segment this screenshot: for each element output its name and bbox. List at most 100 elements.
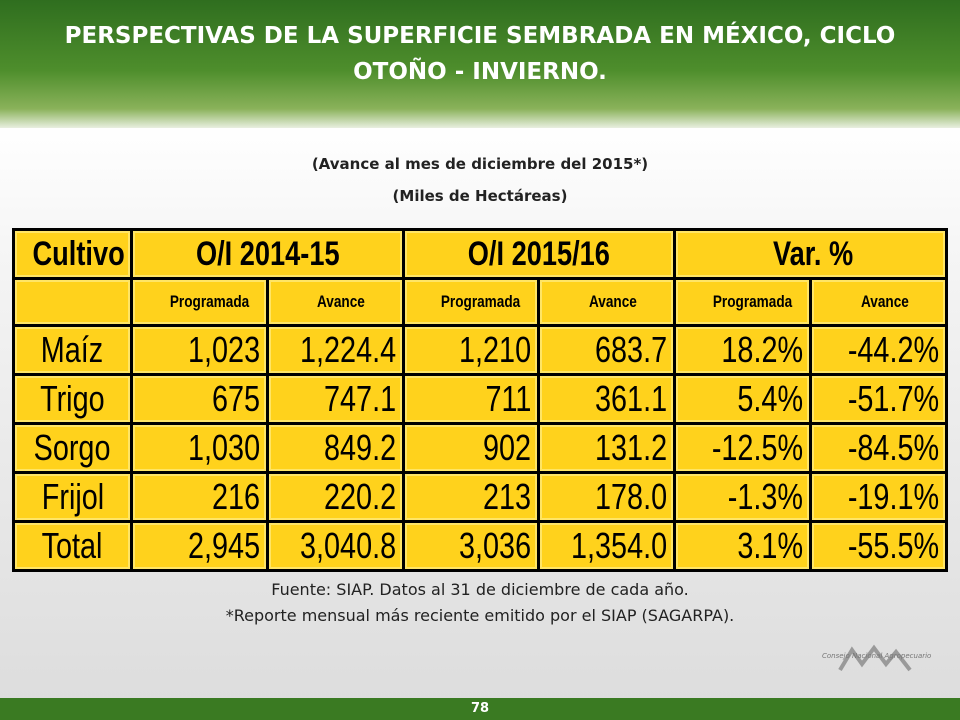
cell-text: 902 [483, 427, 532, 468]
cell-text: O/I 2014-15 [195, 234, 340, 273]
cell-text: 3,040.8 [299, 525, 396, 566]
cell-text: 711 [485, 378, 532, 419]
value-cell: 747.1 [268, 376, 402, 422]
value-cell: -51.7% [812, 376, 945, 422]
value-cell: 711 [404, 376, 538, 422]
value-cell: 849.2 [268, 425, 402, 471]
cell-text: Sorgo [34, 427, 111, 468]
value-cell: 2,945 [133, 523, 266, 569]
cell-text: 683.7 [595, 329, 668, 370]
cell-text: 131.2 [595, 427, 668, 468]
sub-header: Avance [268, 280, 402, 324]
cell-text: 361.1 [595, 378, 668, 419]
value-cell: -12.5% [676, 425, 810, 471]
cell-text: 213 [483, 476, 532, 517]
data-row: Frijol 216 220.2 213 178.0 -1.3% -19.1% [15, 474, 945, 520]
value-cell: 220.2 [268, 474, 402, 520]
sub-header-row: Programada Avance Programada Avance Programa… [15, 280, 945, 324]
value-cell: 675 [133, 376, 266, 422]
sub-header: Programada [676, 280, 810, 324]
subtitle: (Avance al mes de diciembre del 2015*) [311, 155, 649, 173]
value-cell: 131.2 [540, 425, 674, 471]
cell-text: Programada [441, 292, 521, 311]
cell-text: 849.2 [323, 427, 396, 468]
data-row: Sorgo 1,030 849.2 902 131.2 -12.5% -84.5% [15, 425, 945, 471]
footnote: Fuente: SIAP. Datos al 31 de diciembre d… [271, 580, 689, 599]
cell-text: -51.7% [847, 378, 939, 419]
data-row: Trigo 675 747.1 711 361.1 5.4% -51.7% [15, 376, 945, 422]
cell-text: 18.2% [721, 329, 804, 370]
title: PERSPECTIVAS DE LA SUPERFICIE SEMBRADA E… [64, 23, 896, 85]
cell-text: O/I 2015/16 [467, 234, 611, 273]
cell-text: Avance [860, 292, 909, 311]
group-header: O/I 2014-15 [133, 231, 402, 277]
data-table: Cultivo O/I 2014-15 O/I 2015/16 Var. % Progr… [12, 228, 948, 572]
crop-cell: Sorgo [15, 425, 130, 471]
footnote: *Reporte mensual más reciente emitido po… [225, 606, 735, 625]
empty-cell [15, 280, 130, 324]
value-cell: 216 [133, 474, 266, 520]
cell-text: -55.5% [847, 525, 939, 566]
cell-text: Avance [317, 292, 366, 311]
cell-text: Total [42, 525, 103, 566]
header-band [0, 0, 960, 128]
cell-text: 747.1 [323, 378, 396, 419]
cell-text: Programada [712, 292, 793, 311]
crop-cell: Total [15, 523, 130, 569]
cell-text: Var. % [772, 234, 853, 273]
cell-text: Trigo [40, 378, 105, 419]
group-header: Cultivo [15, 231, 130, 277]
cell-text: 3,036 [459, 525, 532, 566]
value-cell: 1,210 [404, 327, 538, 373]
cell-text: Frijol [41, 476, 104, 517]
value-cell: 1,023 [133, 327, 266, 373]
cell-text: -19.1% [847, 476, 939, 517]
sub-header: Avance [540, 280, 674, 324]
cell-text: 2,945 [187, 525, 260, 566]
cell-text: 216 [211, 476, 260, 517]
cell-text: -44.2% [847, 329, 939, 370]
cell-text: Avance [588, 292, 637, 311]
value-cell: 3,040.8 [268, 523, 402, 569]
value-cell: -55.5% [812, 523, 945, 569]
cell-text: -12.5% [711, 427, 804, 468]
cell-text: Maíz [41, 329, 104, 370]
sub-header: Programada [133, 280, 266, 324]
value-cell: -44.2% [812, 327, 945, 373]
cell-text: -1.3% [727, 476, 804, 517]
group-header: Var. % [676, 231, 945, 277]
cell-text: 1,210 [459, 329, 532, 370]
logo [838, 644, 912, 672]
value-cell: 178.0 [540, 474, 674, 520]
value-cell: -84.5% [812, 425, 945, 471]
crop-cell: Maíz [15, 327, 130, 373]
cell-text: 1,354.0 [571, 525, 668, 566]
group-header: O/I 2015/16 [404, 231, 674, 277]
value-cell: 3,036 [404, 523, 538, 569]
cell-text: 1,023 [187, 329, 260, 370]
cell-text: 5.4% [737, 378, 804, 419]
value-cell: -19.1% [812, 474, 945, 520]
value-cell: -1.3% [676, 474, 810, 520]
sub-header: Programada [404, 280, 538, 324]
value-cell: 1,354.0 [540, 523, 674, 569]
group-header-row: Cultivo O/I 2014-15 O/I 2015/16 Var. % [15, 231, 945, 277]
value-cell: 18.2% [676, 327, 810, 373]
value-cell: 683.7 [540, 327, 674, 373]
cell-text: 1,224.4 [299, 329, 396, 370]
data-row: Maíz 1,023 1,224.4 1,210 683.7 18.2% -44.2% [15, 327, 945, 373]
cell-text: 3.1% [737, 525, 804, 566]
sub-header: Avance [812, 280, 945, 324]
cell-text: 675 [211, 378, 260, 419]
value-cell: 902 [404, 425, 538, 471]
crop-cell: Frijol [15, 474, 130, 520]
cell-text: 220.2 [323, 476, 396, 517]
crop-cell: Trigo [15, 376, 130, 422]
value-cell: 213 [404, 474, 538, 520]
page-number: 78 [0, 698, 960, 720]
cell-text: 178.0 [595, 476, 668, 517]
value-cell: 3.1% [676, 523, 810, 569]
data-row: Total 2,945 3,040.8 3,036 1,354.0 3.1% -55.5% [15, 523, 945, 569]
value-cell: 361.1 [540, 376, 674, 422]
